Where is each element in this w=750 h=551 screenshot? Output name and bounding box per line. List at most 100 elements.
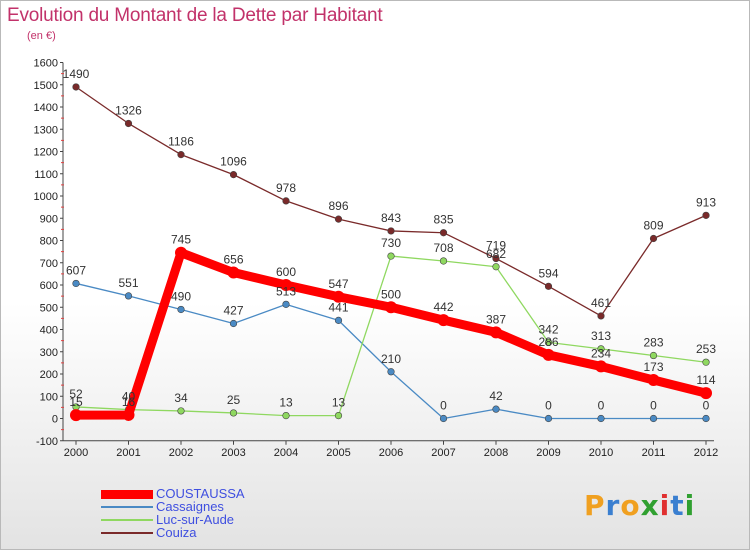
data-label-coustaussa: 173	[643, 360, 663, 374]
legend-label: COUSTAUSSA	[156, 486, 245, 501]
legend-swatch	[101, 519, 153, 521]
y-tick-label: 900	[40, 213, 58, 225]
data-label-coustaussa: 114	[696, 373, 715, 387]
chart-series	[70, 83, 712, 423]
data-label-cassaignes: 0	[703, 399, 710, 413]
data-label-couiza: 809	[643, 218, 663, 232]
data-label-cassaignes: 0	[545, 399, 552, 413]
legend-label: Couiza	[156, 525, 197, 540]
data-point-luc-sur-aude	[282, 412, 290, 420]
data-label-luc-sur-aude: 708	[433, 241, 453, 255]
data-point-cassaignes	[544, 414, 553, 423]
data-label-couiza: 843	[381, 211, 401, 225]
data-label-coustaussa: 234	[591, 346, 611, 360]
data-point-couiza	[334, 215, 343, 223]
data-label-luc-sur-aude: 313	[591, 329, 611, 343]
data-point-couiza	[544, 282, 553, 290]
x-tick-label: 2010	[589, 447, 613, 459]
data-point-luc-sur-aude	[492, 263, 500, 271]
x-tick-label: 2011	[642, 447, 666, 459]
data-label-luc-sur-aude: 730	[381, 236, 401, 250]
y-tick-label: 1200	[34, 147, 58, 159]
data-label-luc-sur-aude: 25	[227, 393, 241, 407]
data-label-couiza: 1096	[220, 155, 247, 169]
data-label-couiza: 1186	[168, 135, 194, 149]
data-point-cassaignes	[439, 414, 448, 423]
logo-letter: t	[670, 489, 685, 522]
y-tick-label: 700	[40, 258, 58, 270]
data-label-cassaignes: 441	[328, 300, 348, 314]
x-tick-label: 2004	[274, 447, 298, 459]
data-point-couiza	[282, 197, 290, 205]
data-label-luc-sur-aude: 13	[332, 396, 346, 410]
data-label-cassaignes: 0	[650, 399, 657, 413]
logo-letter: o	[620, 489, 641, 522]
logo-letter: x	[640, 489, 660, 522]
y-tick-label: 0	[52, 414, 58, 426]
data-point-cassaignes	[597, 414, 605, 423]
data-label-luc-sur-aude: 253	[696, 342, 716, 356]
x-tick-label: 2002	[169, 447, 193, 459]
data-label-luc-sur-aude: 682	[486, 247, 506, 261]
data-point-coustaussa	[122, 408, 135, 421]
data-label-coustaussa: 16	[122, 395, 136, 409]
data-label-cassaignes: 551	[118, 276, 138, 290]
data-point-coustaussa	[280, 279, 292, 291]
x-tick-label: 2007	[431, 447, 455, 459]
data-point-luc-sur-aude	[177, 407, 185, 415]
y-tick-label: 800	[40, 236, 58, 248]
logo-letter: i	[659, 489, 671, 522]
y-tick-label: 1600	[34, 58, 58, 70]
data-point-luc-sur-aude	[649, 351, 658, 360]
data-point-luc-sur-aude	[334, 412, 343, 420]
data-label-couiza: 1490	[63, 67, 90, 81]
data-label-cassaignes: 513	[276, 284, 296, 298]
data-point-cassaignes	[492, 405, 500, 413]
data-label-coustaussa: 600	[276, 265, 296, 279]
logo-letter: r	[605, 489, 621, 522]
data-point-cassaignes	[334, 316, 343, 324]
data-point-cassaignes	[702, 414, 710, 423]
y-tick-label: 300	[40, 347, 58, 359]
data-label-cassaignes: 42	[489, 389, 503, 403]
data-label-cassaignes: 490	[171, 289, 191, 303]
y-tick-label: 1100	[34, 169, 58, 181]
data-point-cassaignes	[649, 414, 658, 423]
data-label-luc-sur-aude: 52	[69, 387, 83, 401]
y-tick-label: -100	[36, 436, 58, 448]
x-tick-label: 2000	[64, 447, 88, 459]
data-point-couiza	[387, 227, 395, 235]
data-label-luc-sur-aude: 283	[643, 336, 663, 350]
y-tick-label: 1300	[34, 124, 58, 136]
chart-data-labels: 607 551 490 427 513 441 210 0 42 0 0 0 0 52 40 34 25 13 13…	[63, 67, 717, 413]
data-point-cassaignes	[177, 305, 185, 314]
y-tick-label: 1500	[34, 80, 58, 92]
data-label-coustaussa: 15	[69, 395, 83, 409]
data-label-cassaignes: 427	[223, 303, 243, 317]
data-point-coustaussa	[647, 374, 660, 387]
chart-axes: -100010020030040050060070080090010001100…	[34, 58, 719, 459]
data-label-couiza: 719	[486, 239, 506, 253]
data-point-cassaignes	[229, 319, 238, 328]
data-point-coustaussa	[227, 266, 240, 279]
x-tick-label: 2001	[116, 447, 140, 459]
x-tick-label: 2003	[221, 447, 245, 459]
data-label-coustaussa: 500	[381, 287, 401, 301]
data-label-couiza: 896	[328, 199, 348, 213]
x-tick-label: 2006	[379, 447, 403, 459]
legend-swatch	[101, 489, 153, 499]
data-label-luc-sur-aude: 342	[538, 322, 558, 336]
x-tick-label: 2009	[536, 447, 560, 459]
data-label-couiza: 1326	[115, 103, 142, 117]
data-label-luc-sur-aude: 13	[279, 396, 293, 410]
y-tick-label: 200	[40, 369, 58, 381]
data-label-cassaignes: 210	[381, 352, 401, 366]
x-tick-label: 2008	[484, 447, 508, 459]
data-point-luc-sur-aude	[387, 252, 395, 260]
data-point-luc-sur-aude	[544, 338, 553, 347]
data-point-cassaignes	[282, 300, 290, 308]
y-tick-label: 100	[40, 391, 58, 403]
data-point-coustaussa	[332, 290, 345, 303]
legend-label: Luc-sur-Aude	[156, 512, 235, 527]
